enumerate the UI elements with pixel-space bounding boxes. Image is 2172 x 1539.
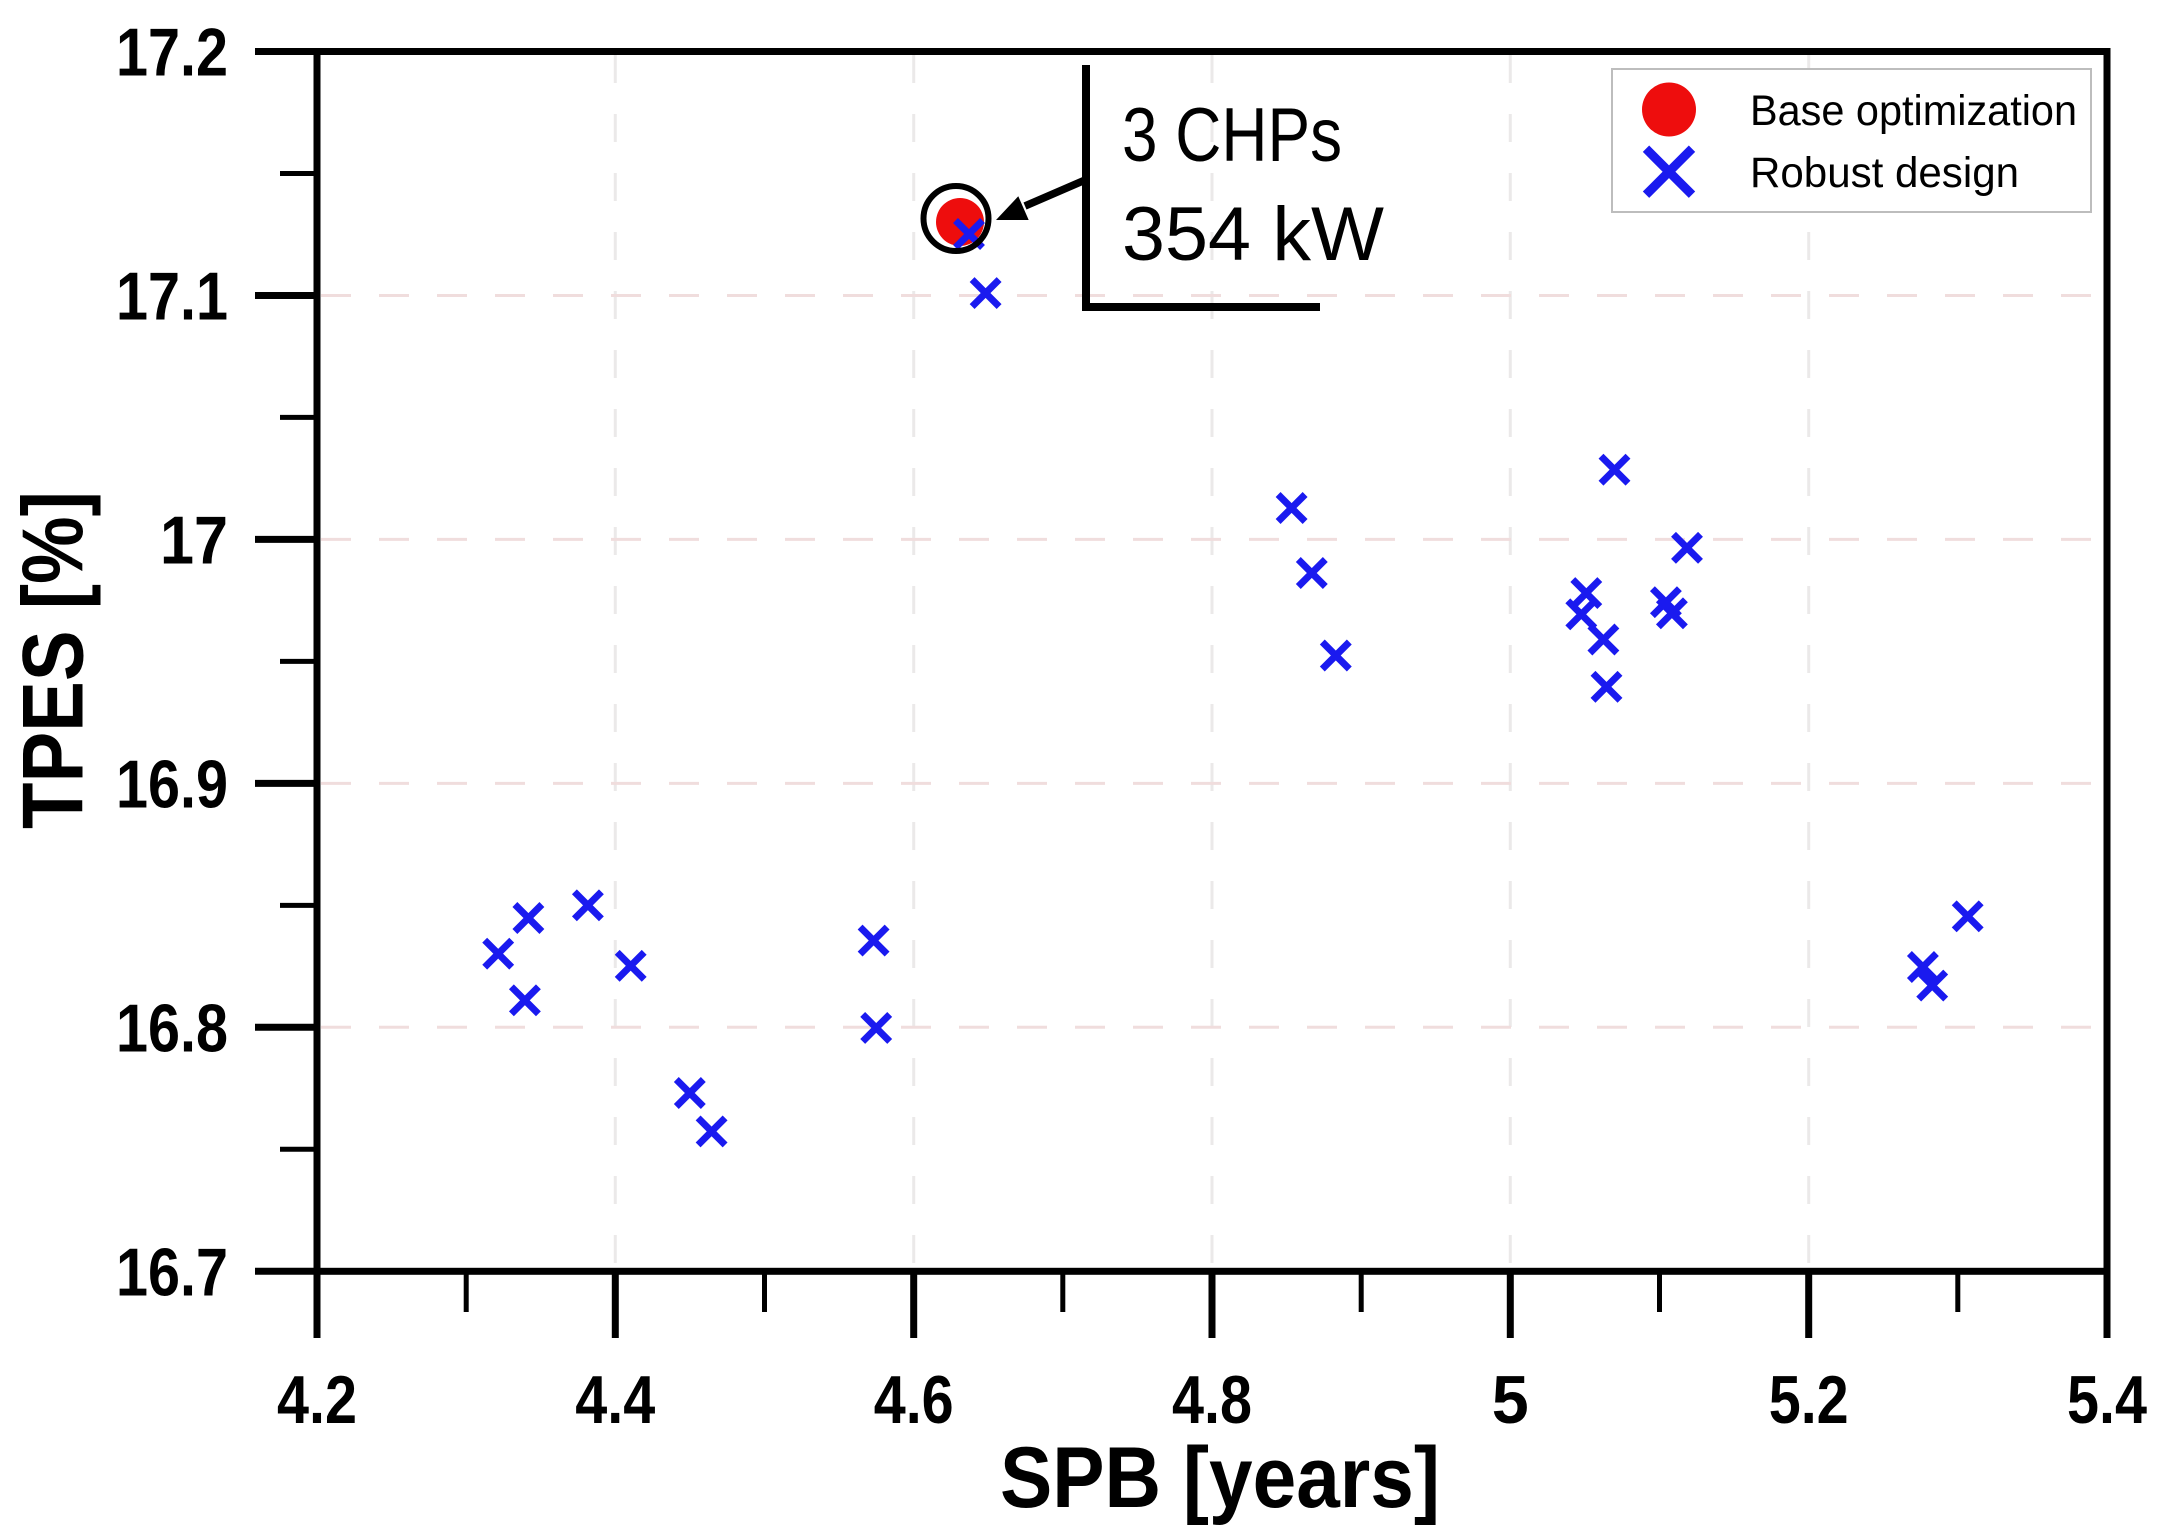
svg-text:16.9: 16.9 [116,746,228,822]
svg-text:Robust design: Robust design [1750,149,2019,197]
svg-text:354 kW: 354 kW [1122,192,1384,277]
svg-text:16.8: 16.8 [116,990,228,1066]
svg-text:TPES [%]: TPES [%] [6,491,102,829]
svg-text:5.4: 5.4 [2067,1362,2147,1438]
svg-text:17.1: 17.1 [116,259,228,335]
svg-text:17: 17 [160,502,228,578]
svg-text:4.4: 4.4 [575,1362,655,1438]
svg-text:17.2: 17.2 [116,15,228,91]
svg-text:16.7: 16.7 [116,1234,228,1310]
svg-text:4.6: 4.6 [874,1362,954,1438]
svg-text:5: 5 [1492,1362,1529,1438]
svg-text:3 CHPs: 3 CHPs [1122,93,1342,178]
svg-text:Base optimization: Base optimization [1750,87,2077,135]
svg-text:4.2: 4.2 [277,1362,357,1438]
svg-text:4.8: 4.8 [1172,1362,1252,1438]
svg-text:5.2: 5.2 [1769,1362,1849,1438]
svg-text:SPB [years]: SPB [years] [1000,1430,1440,1526]
